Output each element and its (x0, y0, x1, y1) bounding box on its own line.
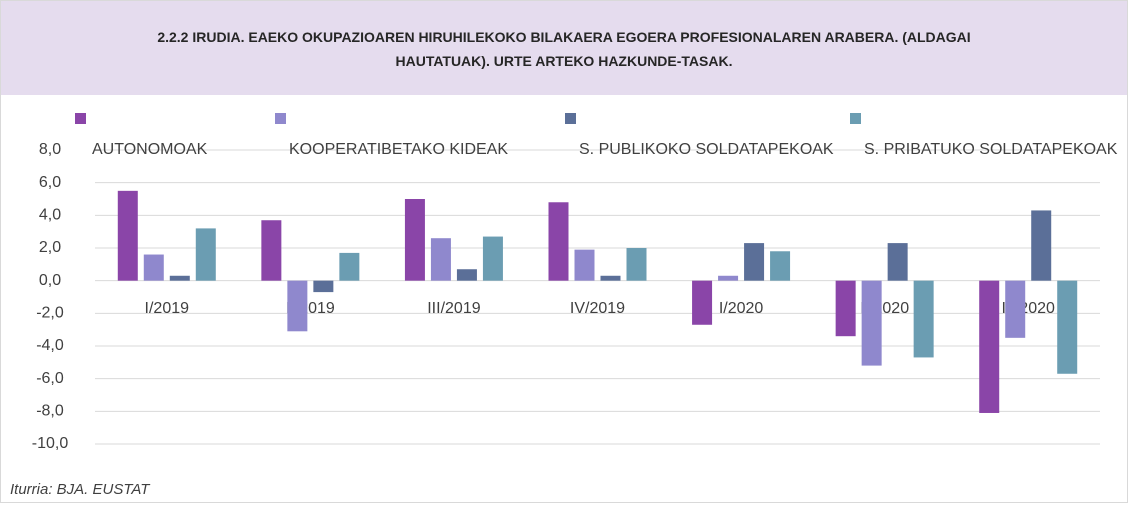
y-tick-label: 8,0 (39, 141, 61, 158)
legend-label: AUTONOMOAK (92, 141, 208, 158)
bar (1057, 280, 1078, 374)
legend-swatch (275, 113, 286, 124)
bar (1031, 210, 1052, 281)
y-tick-label: 0,0 (39, 272, 61, 289)
bar (339, 252, 360, 281)
y-tick-label: -4,0 (36, 337, 64, 354)
bar (287, 280, 308, 332)
bar (313, 280, 334, 293)
chart-title: 2.2.2 IRUDIA. EAEKO OKUPAZIOAREN HIRUHIL… (157, 29, 970, 69)
bar (887, 243, 908, 281)
bar (1005, 280, 1026, 338)
bar (195, 228, 216, 281)
bar (169, 275, 190, 281)
legend-label: KOOPERATIBETAKO KIDEAK (289, 141, 508, 158)
bar (117, 190, 138, 281)
bar (404, 199, 425, 281)
y-tick-label: 4,0 (39, 207, 61, 224)
bar (482, 236, 503, 281)
bar (574, 249, 595, 281)
legend-label: S. PUBLIKOKO SOLDATAPEKOAK (579, 141, 834, 158)
x-tick-label: I/2019 (145, 300, 190, 317)
bar (979, 280, 1000, 413)
y-tick-label: -10,0 (32, 435, 69, 452)
bar (143, 254, 164, 281)
x-tick-label: I/2020 (719, 300, 764, 317)
bar (718, 275, 739, 281)
bar (261, 220, 282, 281)
bar (626, 248, 647, 281)
y-tick-label: -6,0 (36, 370, 64, 387)
x-tick-label: IV/2019 (570, 300, 625, 317)
source: Iturria: BJA. EUSTAT (10, 481, 151, 498)
bar (744, 243, 765, 281)
bar (430, 238, 451, 281)
y-tick-label: -8,0 (36, 403, 64, 420)
legend-swatch (565, 113, 576, 124)
legend-swatch (75, 113, 86, 124)
bar (835, 280, 856, 337)
bar (548, 202, 569, 281)
bar (692, 280, 713, 325)
y-tick-label: 6,0 (39, 174, 61, 191)
bar (456, 269, 477, 281)
title-band (0, 0, 1128, 95)
y-tick-label: -2,0 (36, 305, 64, 322)
y-tick-label: 2,0 (39, 239, 61, 256)
x-tick-label: III/2019 (427, 300, 480, 317)
bar (913, 280, 934, 358)
bar (770, 251, 791, 281)
legend-swatch (850, 113, 861, 124)
legend-label: S. PRIBATUKO SOLDATAPEKOAK (864, 141, 1118, 158)
bar (861, 280, 882, 366)
bar (600, 275, 621, 281)
